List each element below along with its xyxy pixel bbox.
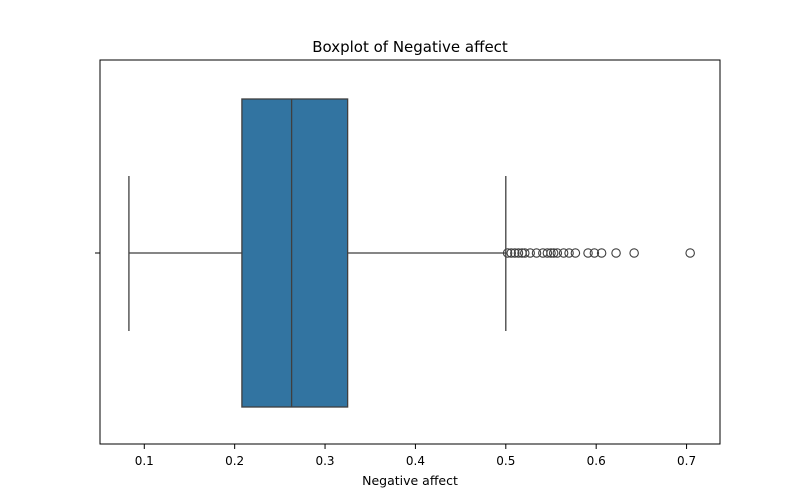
outlier-point	[542, 248, 553, 258]
outlier-point	[629, 248, 639, 258]
outlier-point	[502, 248, 513, 258]
x-axis: 0.1 0.2 0.3 0.4 0.5 0.6 0.7	[135, 444, 696, 468]
outlier-point	[596, 248, 607, 258]
outlier-point	[506, 248, 516, 258]
x-tick-label: 0.3	[315, 454, 334, 468]
x-axis-label: Negative affect	[362, 473, 458, 488]
outlier-point	[520, 248, 530, 258]
x-tick-label: 0.5	[496, 454, 515, 468]
outlier-point	[564, 248, 574, 258]
outlier-point	[611, 248, 621, 258]
outlier-point	[513, 248, 524, 258]
outlier-point	[548, 248, 559, 258]
boxplot-marks	[128, 98, 695, 408]
plot-area-frame	[99, 59, 721, 445]
outlier-point	[510, 248, 520, 258]
outlier-point	[531, 248, 542, 258]
outlier-point	[685, 248, 695, 258]
x-tick-label: 0.6	[587, 454, 606, 468]
x-tick-label: 0.2	[225, 454, 244, 468]
outlier-point	[589, 248, 600, 258]
x-tick-label: 0.4	[406, 454, 425, 468]
iqr-box	[241, 98, 349, 408]
outlier-point	[570, 248, 581, 258]
outlier-point	[546, 248, 556, 258]
chart-title: Boxplot of Negative affect	[312, 38, 508, 56]
x-tick-label: 0.1	[135, 454, 154, 468]
x-tick-label: 0.7	[677, 454, 696, 468]
outlier-point	[525, 248, 535, 258]
outlier-point	[583, 248, 593, 258]
outlier-point	[558, 248, 569, 258]
outlier-point	[552, 248, 563, 258]
